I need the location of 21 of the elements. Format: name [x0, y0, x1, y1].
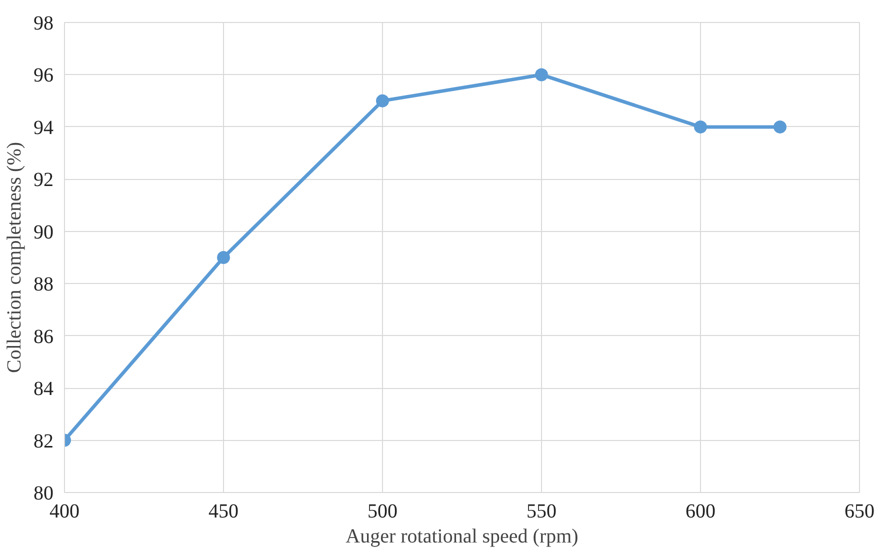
- x-tick-label: 550: [526, 500, 556, 522]
- y-tick-label: 96: [34, 64, 54, 87]
- point: [535, 68, 548, 82]
- y-tick-label: 86: [34, 326, 54, 348]
- x-axis-title: Auger rotational speed (rpm): [346, 526, 578, 548]
- point: [376, 94, 389, 108]
- x-tick-label: 650: [844, 500, 874, 522]
- y-tick-label: 94: [34, 116, 54, 139]
- y-tick-label: 92: [34, 169, 54, 192]
- point: [217, 251, 230, 264]
- x-tick-label: 450: [208, 500, 238, 522]
- y-tick-label: 88: [34, 274, 54, 296]
- x-tick-label: 600: [686, 500, 716, 522]
- y-tick-label: 84: [34, 378, 54, 400]
- x-tick-label: 500: [368, 500, 398, 522]
- y-axis-title: Collection completeness (%): [4, 142, 26, 374]
- y-tick-label: 98: [34, 12, 54, 34]
- y-tick-label: 90: [34, 221, 54, 244]
- y-tick-label: 82: [34, 430, 54, 452]
- point: [694, 120, 707, 134]
- point: [774, 120, 786, 134]
